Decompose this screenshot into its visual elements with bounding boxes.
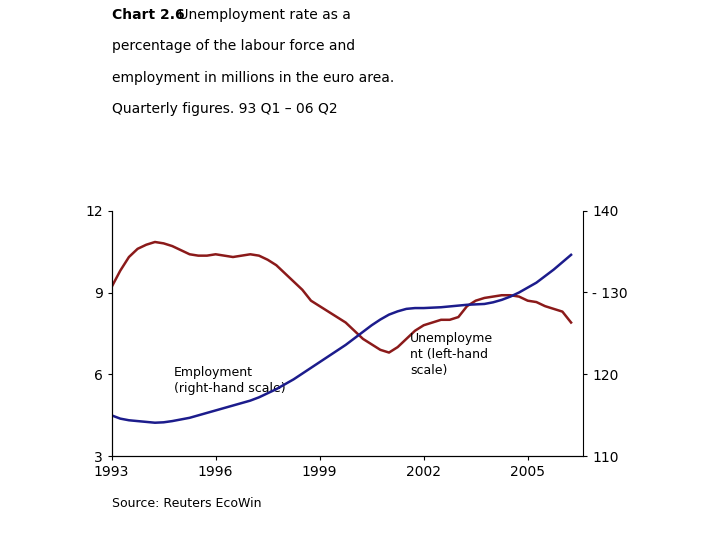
Text: Employment
(right-hand scale): Employment (right-hand scale) [174, 366, 286, 395]
Text: Source: Reuters EcoWin: Source: Reuters EcoWin [112, 497, 261, 510]
Text: percentage of the labour force and: percentage of the labour force and [112, 39, 355, 53]
Text: Chart 2.6: Chart 2.6 [112, 8, 184, 22]
Text: Unemployment rate as a: Unemployment rate as a [174, 8, 351, 22]
Text: Unemployme
nt (left-hand
scale): Unemployme nt (left-hand scale) [410, 332, 493, 377]
Text: Quarterly figures. 93 Q1 – 06 Q2: Quarterly figures. 93 Q1 – 06 Q2 [112, 102, 337, 116]
Text: employment in millions in the euro area.: employment in millions in the euro area. [112, 71, 394, 85]
